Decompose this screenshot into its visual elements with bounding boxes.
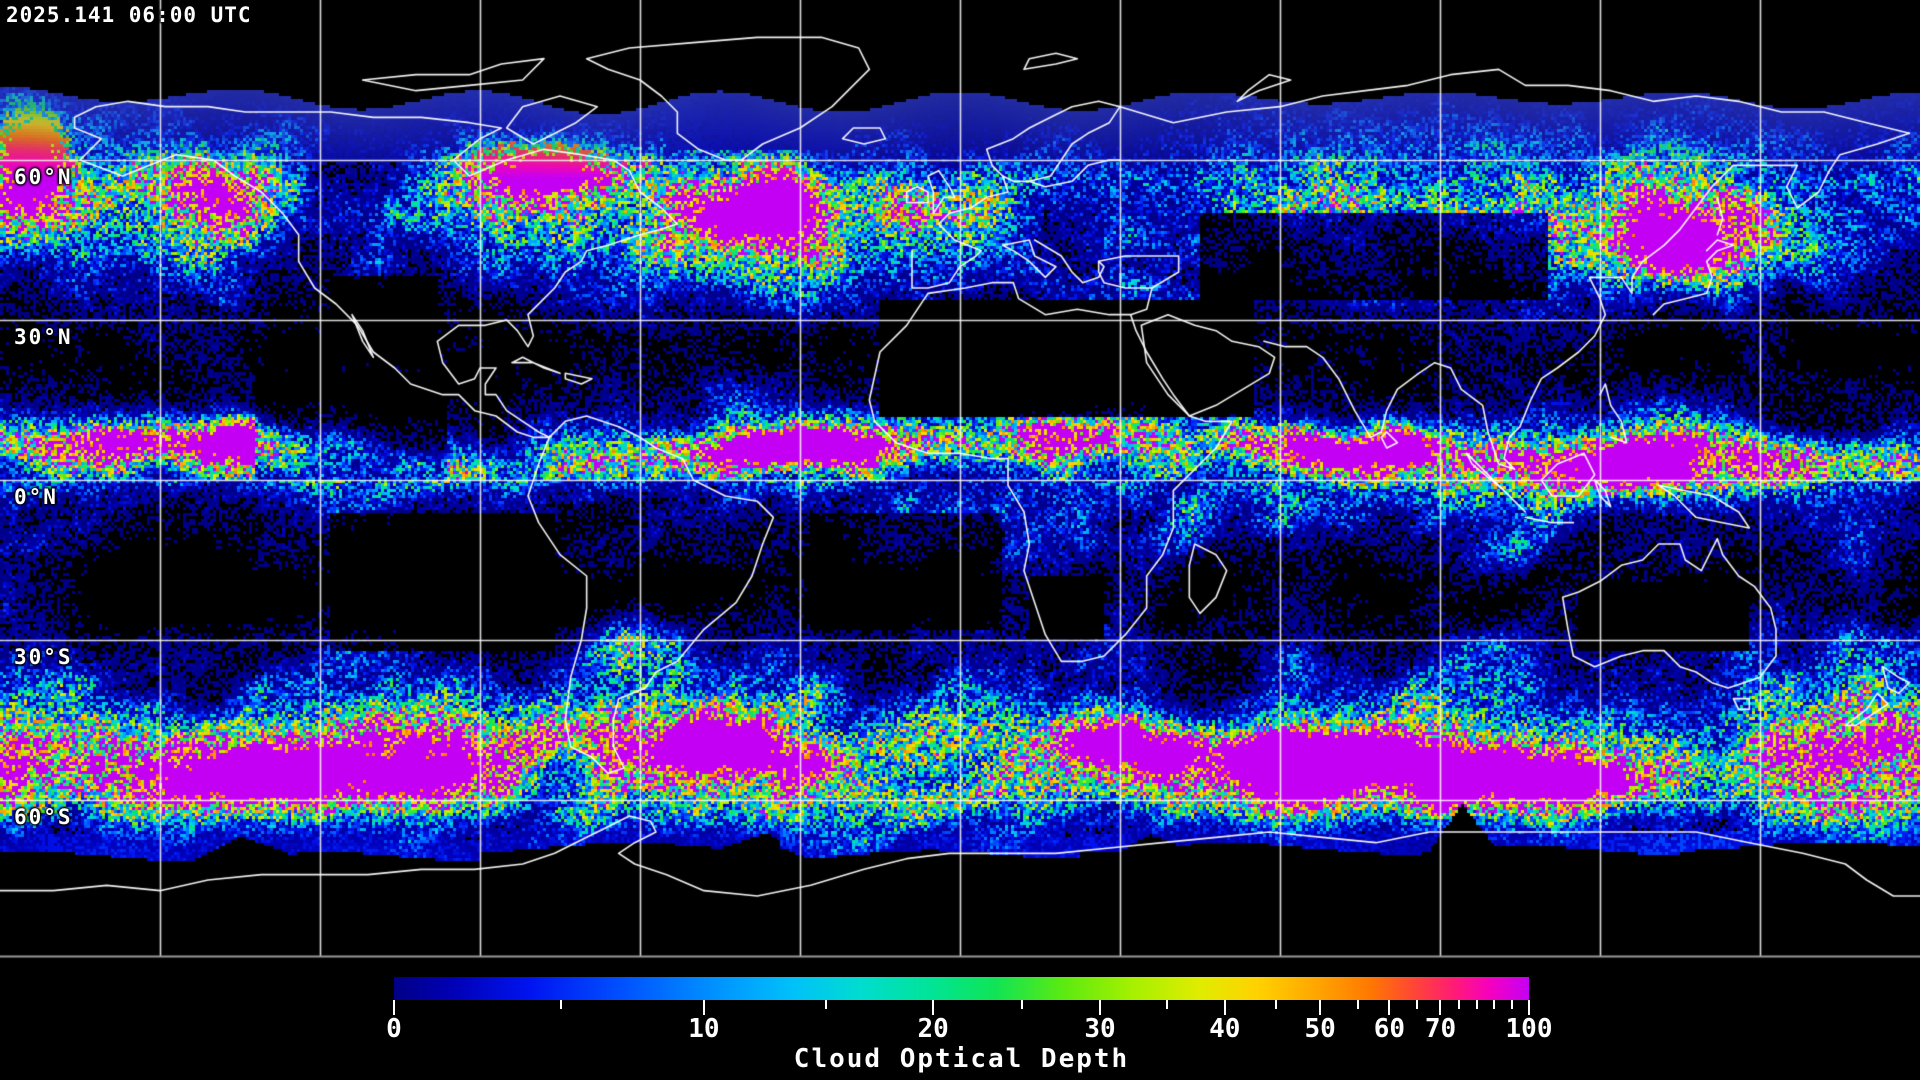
- colorbar-tick-label: 20: [917, 1014, 949, 1044]
- colorbar-tick: [1356, 1000, 1359, 1009]
- colorbar-tick: [1415, 1000, 1418, 1009]
- colorbar-title: Cloud Optical Depth: [793, 1044, 1130, 1074]
- colorbar-tick: [1388, 1000, 1391, 1015]
- colorbar-tick: [702, 1000, 705, 1015]
- colorbar-tick: [1439, 1000, 1442, 1015]
- colorbar-tick: [393, 1000, 395, 1015]
- colorbar-tick: [1098, 1000, 1101, 1015]
- colorbar-tick: [1165, 1000, 1168, 1009]
- colorbar-tick: [1274, 1000, 1277, 1009]
- colorbar-tick: [1319, 1000, 1322, 1015]
- colorbar-tick-label: 100: [1505, 1014, 1553, 1044]
- colorbar-tick-label: 70: [1424, 1014, 1457, 1044]
- colorbar-tick: [559, 1000, 562, 1009]
- colorbar-tick: [1528, 1000, 1530, 1015]
- colorbar-tick-label: 60: [1373, 1014, 1406, 1044]
- colorbar-tick-label: 10: [688, 1014, 720, 1044]
- colorbar-tick-label: 50: [1304, 1014, 1336, 1044]
- colorbar-tick: [1510, 1000, 1513, 1009]
- colorbar-tick-label: 0: [386, 1014, 402, 1044]
- colorbar-tick: [1223, 1000, 1226, 1015]
- colorbar-tick-label: 30: [1084, 1014, 1116, 1044]
- colorbar-tick: [1475, 1000, 1478, 1009]
- colorbar-tick-label: 40: [1209, 1014, 1241, 1044]
- latitude-label: 60°N: [14, 165, 73, 189]
- colorbar-tick: [1020, 1000, 1023, 1009]
- colorbar-tick: [932, 1000, 935, 1015]
- latitude-label: 60°S: [14, 805, 73, 829]
- latitude-label: 30°S: [14, 645, 73, 669]
- timestamp-label: 2025.141 06:00 UTC: [6, 3, 252, 27]
- colorbar-tick: [825, 1000, 828, 1009]
- latitude-label: 30°N: [14, 325, 73, 349]
- colorbar-tick: [1492, 1000, 1495, 1009]
- latitude-label: 0°N: [14, 485, 58, 509]
- colorbar-tick: [1457, 1000, 1460, 1009]
- colorbar-gradient-bar: [394, 977, 1529, 1000]
